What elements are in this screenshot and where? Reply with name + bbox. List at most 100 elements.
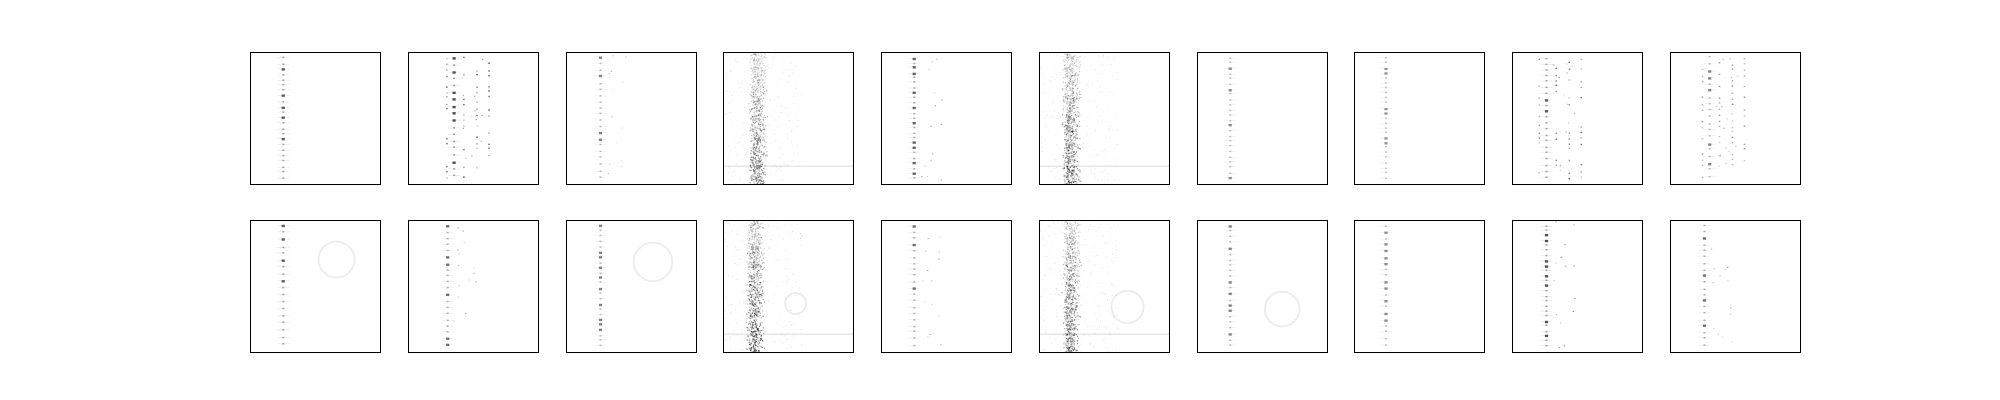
speckle <box>760 68 762 70</box>
noise <box>762 331 763 333</box>
speckle <box>1072 128 1074 130</box>
spot-tail <box>1703 77 1716 79</box>
speckle <box>753 339 755 341</box>
speckle <box>758 72 760 74</box>
speckle <box>754 298 756 300</box>
noise <box>764 331 766 333</box>
noise <box>1054 158 1056 160</box>
noise <box>798 161 800 163</box>
side-mark <box>931 303 933 305</box>
speckle <box>762 172 765 174</box>
speckle <box>1074 314 1076 317</box>
speckle <box>758 307 760 309</box>
spot <box>913 274 916 276</box>
speckle <box>752 159 754 161</box>
speckle <box>757 177 759 179</box>
noise <box>771 67 773 69</box>
speckle <box>1072 273 1074 275</box>
speckle <box>1072 265 1074 267</box>
spot-tail <box>908 113 921 114</box>
speckle <box>757 231 759 233</box>
speckle <box>754 255 756 257</box>
noise <box>1096 153 1098 155</box>
speckle <box>755 68 757 70</box>
speckle <box>1069 298 1071 300</box>
speckle <box>1070 303 1072 305</box>
speckle <box>1070 337 1072 339</box>
speckle <box>1078 280 1080 282</box>
noise <box>1088 146 1090 147</box>
speckle <box>760 335 762 337</box>
speckle <box>758 121 760 123</box>
spot <box>1545 122 1548 124</box>
spot <box>1555 164 1558 166</box>
speckle <box>758 97 760 99</box>
speckle <box>1069 160 1071 162</box>
speckle <box>1076 137 1078 139</box>
speckle <box>1066 318 1068 320</box>
side-mark <box>1566 63 1568 65</box>
noise <box>1089 167 1091 169</box>
side-mark <box>926 176 928 178</box>
speckle <box>1068 145 1070 147</box>
noise <box>728 316 730 318</box>
spot <box>1568 159 1571 162</box>
speckle <box>1069 276 1071 278</box>
side-mark <box>1725 162 1728 164</box>
speckle <box>1072 88 1075 90</box>
speckle <box>1075 153 1077 155</box>
speckle <box>1075 151 1078 153</box>
speckle <box>761 67 763 69</box>
speckle <box>753 80 755 82</box>
speckle <box>1071 155 1073 157</box>
speckle <box>1076 111 1078 114</box>
speckle <box>1068 284 1070 286</box>
noise <box>749 339 751 341</box>
spot-tail <box>277 321 290 323</box>
speckle <box>753 251 755 253</box>
speckle <box>1073 71 1075 73</box>
spot <box>598 266 603 269</box>
spot <box>1731 80 1734 82</box>
spot <box>446 274 449 277</box>
speckle <box>758 171 760 173</box>
speckle <box>1065 125 1067 127</box>
noise <box>795 281 797 283</box>
speckle <box>758 137 760 139</box>
speckle <box>749 221 751 223</box>
speckle <box>1070 172 1072 174</box>
speckle <box>1067 270 1069 272</box>
noise <box>1056 73 1058 75</box>
speckle <box>754 342 756 344</box>
speckle <box>1068 298 1070 300</box>
speckle <box>1072 105 1074 107</box>
speckle <box>1072 239 1074 241</box>
speckle <box>764 174 767 176</box>
speckle <box>760 338 762 340</box>
speckle <box>754 286 756 288</box>
noise <box>749 229 751 231</box>
spot-tail <box>1540 99 1553 101</box>
speckle <box>755 240 757 243</box>
spot <box>912 91 916 94</box>
speckle <box>1079 56 1081 58</box>
speckle <box>1075 181 1078 183</box>
speckle <box>747 282 749 284</box>
noise <box>742 144 744 146</box>
spot <box>282 336 285 339</box>
speckle <box>1071 143 1073 145</box>
speckle <box>756 259 758 261</box>
noise <box>1097 180 1099 182</box>
speckle <box>753 62 755 64</box>
speckle <box>750 281 752 283</box>
speckle <box>752 324 754 326</box>
noise <box>746 97 748 99</box>
speckle <box>754 84 756 86</box>
speckle <box>1067 118 1069 120</box>
speckle <box>1069 223 1072 225</box>
noise <box>762 162 764 164</box>
spot-tail <box>908 66 921 68</box>
noise <box>1080 180 1081 182</box>
speckle <box>762 89 765 91</box>
noise <box>745 240 747 241</box>
